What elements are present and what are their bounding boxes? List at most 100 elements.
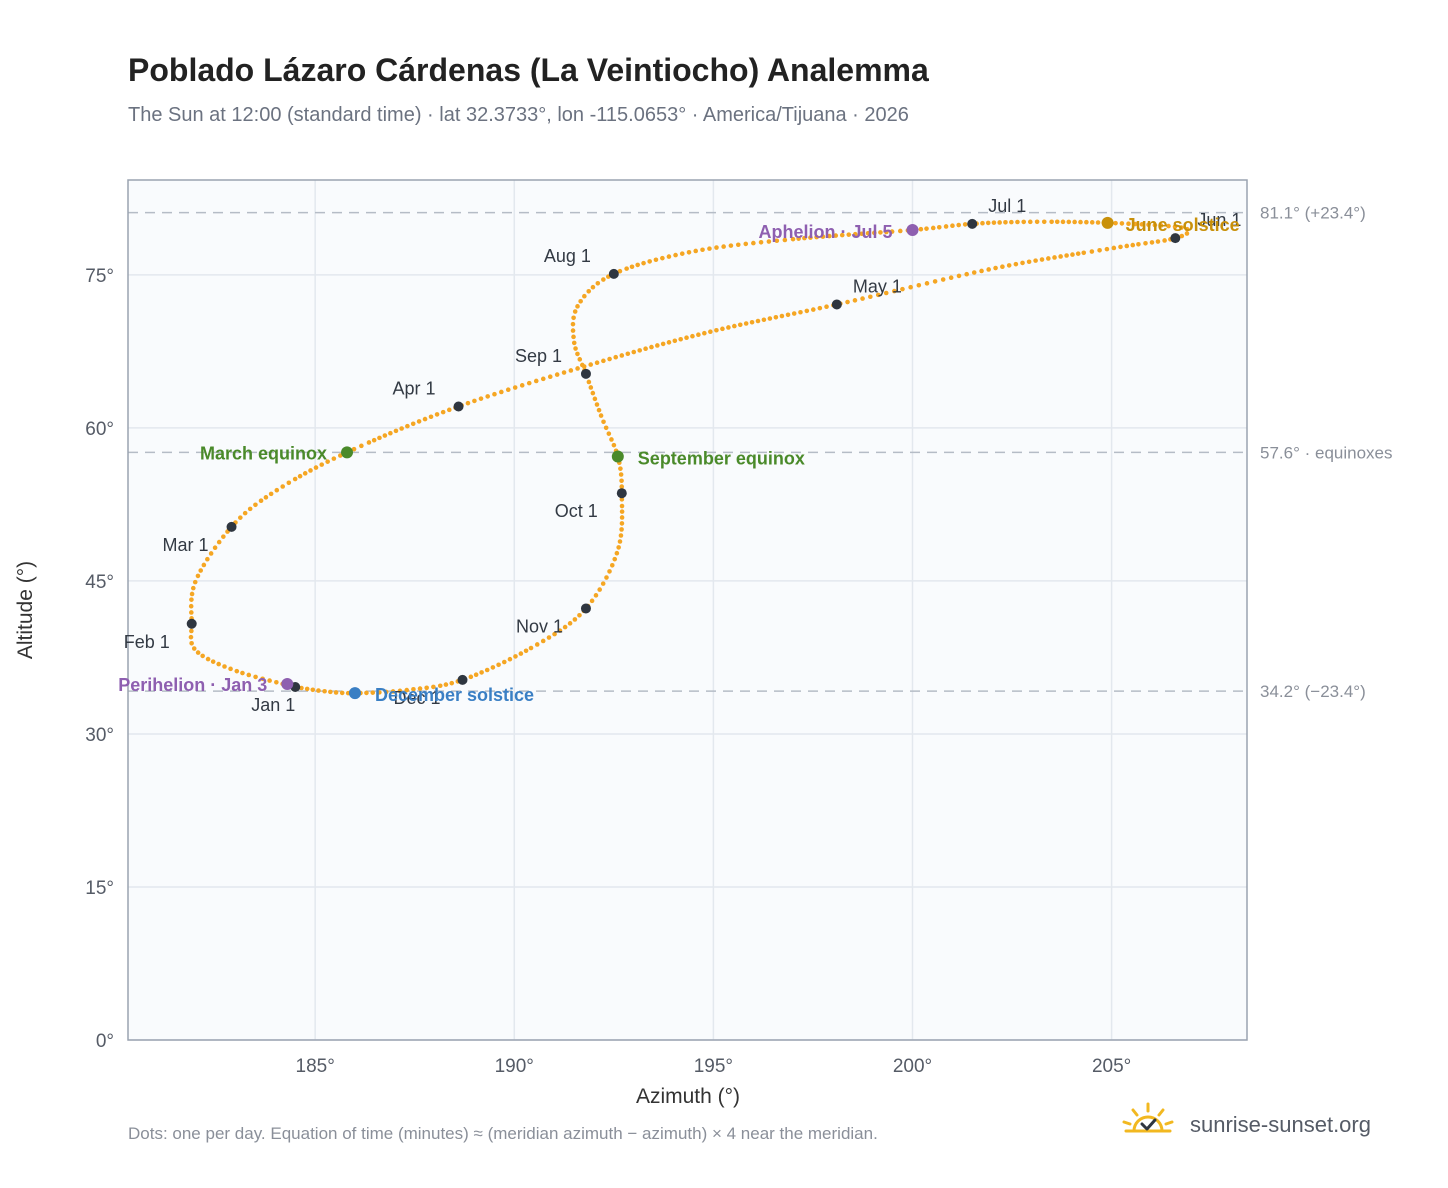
daily-dot [833, 233, 839, 238]
daily-dot [956, 222, 961, 228]
daily-dot [872, 230, 877, 236]
daily-dot [588, 362, 594, 367]
daily-dot [540, 638, 546, 644]
month-label: Feb 1 [124, 632, 170, 652]
month-marker [967, 218, 978, 229]
daily-dot [684, 335, 689, 341]
daily-dot [930, 225, 936, 231]
daily-dot [860, 296, 865, 301]
month-label: Jul 1 [988, 196, 1026, 216]
daily-dot [936, 224, 942, 230]
daily-dot [1060, 219, 1066, 225]
daily-dot [1126, 221, 1131, 227]
daily-dot [1009, 219, 1014, 225]
daily-dot [619, 353, 625, 358]
daily-dot [268, 491, 274, 497]
daily-dot [192, 579, 198, 585]
daily-dot [572, 617, 578, 622]
daily-dot [791, 311, 797, 316]
daily-dot [557, 628, 563, 633]
daily-dot [191, 646, 197, 651]
daily-dot [1041, 219, 1047, 225]
daily-dot [1072, 219, 1077, 225]
event-label: Perihelion · Jan 3 [118, 675, 267, 695]
daily-dot [1179, 233, 1185, 239]
daily-dot [1013, 261, 1019, 267]
daily-dot [440, 409, 446, 415]
daily-dot [595, 281, 601, 286]
month-label: May 1 [853, 276, 902, 296]
daily-dot [796, 236, 801, 241]
daily-dot [446, 407, 452, 413]
daily-dot [1095, 220, 1101, 225]
daily-dot [189, 628, 194, 634]
daily-dot [660, 255, 665, 261]
daily-dot [594, 402, 600, 407]
daily-dot [607, 356, 612, 362]
daily-dot [892, 288, 897, 294]
daily-dot [808, 235, 813, 240]
event-marker [341, 446, 354, 459]
daily-dot [1003, 219, 1008, 225]
daily-dot [865, 230, 871, 236]
daily-dot [1049, 219, 1054, 225]
daily-dot [242, 510, 248, 516]
daily-dot [735, 242, 741, 248]
daily-dot [188, 603, 194, 609]
daily-dot [1111, 245, 1117, 251]
daily-dot [766, 239, 772, 244]
daily-dot [377, 435, 382, 441]
daily-dot [528, 645, 534, 651]
month-label: Oct 1 [555, 501, 598, 521]
daily-dot [1058, 254, 1063, 259]
daily-dot [980, 220, 985, 226]
daily-dot [383, 689, 389, 695]
daily-dot [523, 648, 529, 654]
daily-dot [490, 665, 496, 670]
month-label: Sep 1 [515, 346, 562, 366]
daily-dot [802, 235, 807, 241]
y-tick-label: 75° [85, 266, 114, 287]
daily-dot [619, 509, 625, 514]
daily-dot [370, 690, 376, 695]
daily-dot [195, 650, 201, 655]
daily-dot [603, 425, 609, 431]
daily-dot [473, 672, 479, 678]
event-marker [906, 223, 919, 236]
daily-dot [571, 334, 576, 340]
daily-dot [679, 251, 685, 256]
daily-dot [743, 241, 749, 247]
y-tick-label: 60° [85, 419, 114, 440]
daily-dot [846, 232, 852, 237]
daily-dot [773, 314, 779, 320]
daily-dot [609, 562, 615, 568]
daily-dot [366, 440, 372, 445]
daily-dot [274, 487, 280, 493]
daily-dot [253, 502, 258, 508]
daily-dot [637, 348, 643, 353]
daily-dot [575, 366, 580, 371]
daily-dot [304, 686, 310, 692]
x-tick-label: 205° [1092, 1056, 1131, 1077]
daily-dot [617, 539, 623, 544]
sun-check-icon [1122, 1102, 1174, 1133]
daily-dot [201, 562, 207, 568]
daily-dot [359, 443, 364, 449]
daily-dot [666, 340, 672, 345]
daily-dot [726, 325, 731, 330]
daily-dot [971, 270, 977, 275]
daily-dot [1026, 259, 1032, 265]
daily-dot [588, 385, 594, 390]
daily-dot [924, 226, 929, 231]
daily-dot [619, 503, 625, 509]
daily-dot [377, 690, 382, 695]
daily-dot [210, 659, 216, 664]
daily-dot [505, 387, 511, 393]
daily-dot [908, 284, 913, 290]
daily-dot [573, 346, 578, 351]
daily-dot [1033, 258, 1038, 263]
daily-dot [826, 233, 832, 239]
daily-dot [956, 273, 962, 279]
month-marker [226, 521, 237, 532]
daily-dot [643, 346, 648, 352]
